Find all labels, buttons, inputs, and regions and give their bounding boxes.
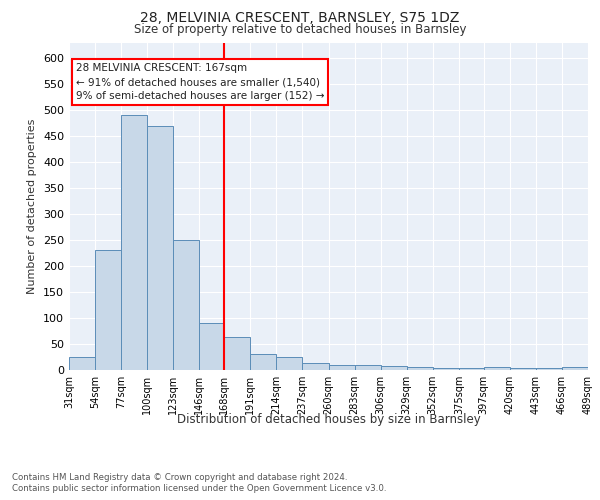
Bar [224,337,250,370]
Bar [121,116,147,370]
Bar [199,323,224,370]
Bar [95,250,121,370]
Bar [302,363,329,370]
Bar [329,365,355,370]
Bar [510,368,536,370]
Bar [147,126,173,370]
Text: Size of property relative to detached houses in Barnsley: Size of property relative to detached ho… [134,22,466,36]
Bar [355,365,380,370]
Text: Contains HM Land Registry data © Crown copyright and database right 2024.: Contains HM Land Registry data © Crown c… [12,472,347,482]
Text: 28, MELVINIA CRESCENT, BARNSLEY, S75 1DZ: 28, MELVINIA CRESCENT, BARNSLEY, S75 1DZ [140,11,460,25]
Text: Distribution of detached houses by size in Barnsley: Distribution of detached houses by size … [177,412,481,426]
Bar [407,368,433,370]
Bar [250,354,277,370]
Text: Contains public sector information licensed under the Open Government Licence v3: Contains public sector information licen… [12,484,386,493]
Text: 28 MELVINIA CRESCENT: 167sqm
← 91% of detached houses are smaller (1,540)
9% of : 28 MELVINIA CRESCENT: 167sqm ← 91% of de… [76,64,324,102]
Bar [173,240,199,370]
Y-axis label: Number of detached properties: Number of detached properties [28,118,37,294]
Bar [536,368,562,370]
Bar [433,368,459,370]
Bar [484,368,510,370]
Bar [562,368,588,370]
Bar [277,357,302,370]
Bar [459,368,484,370]
Bar [380,366,407,370]
Bar [69,357,95,370]
